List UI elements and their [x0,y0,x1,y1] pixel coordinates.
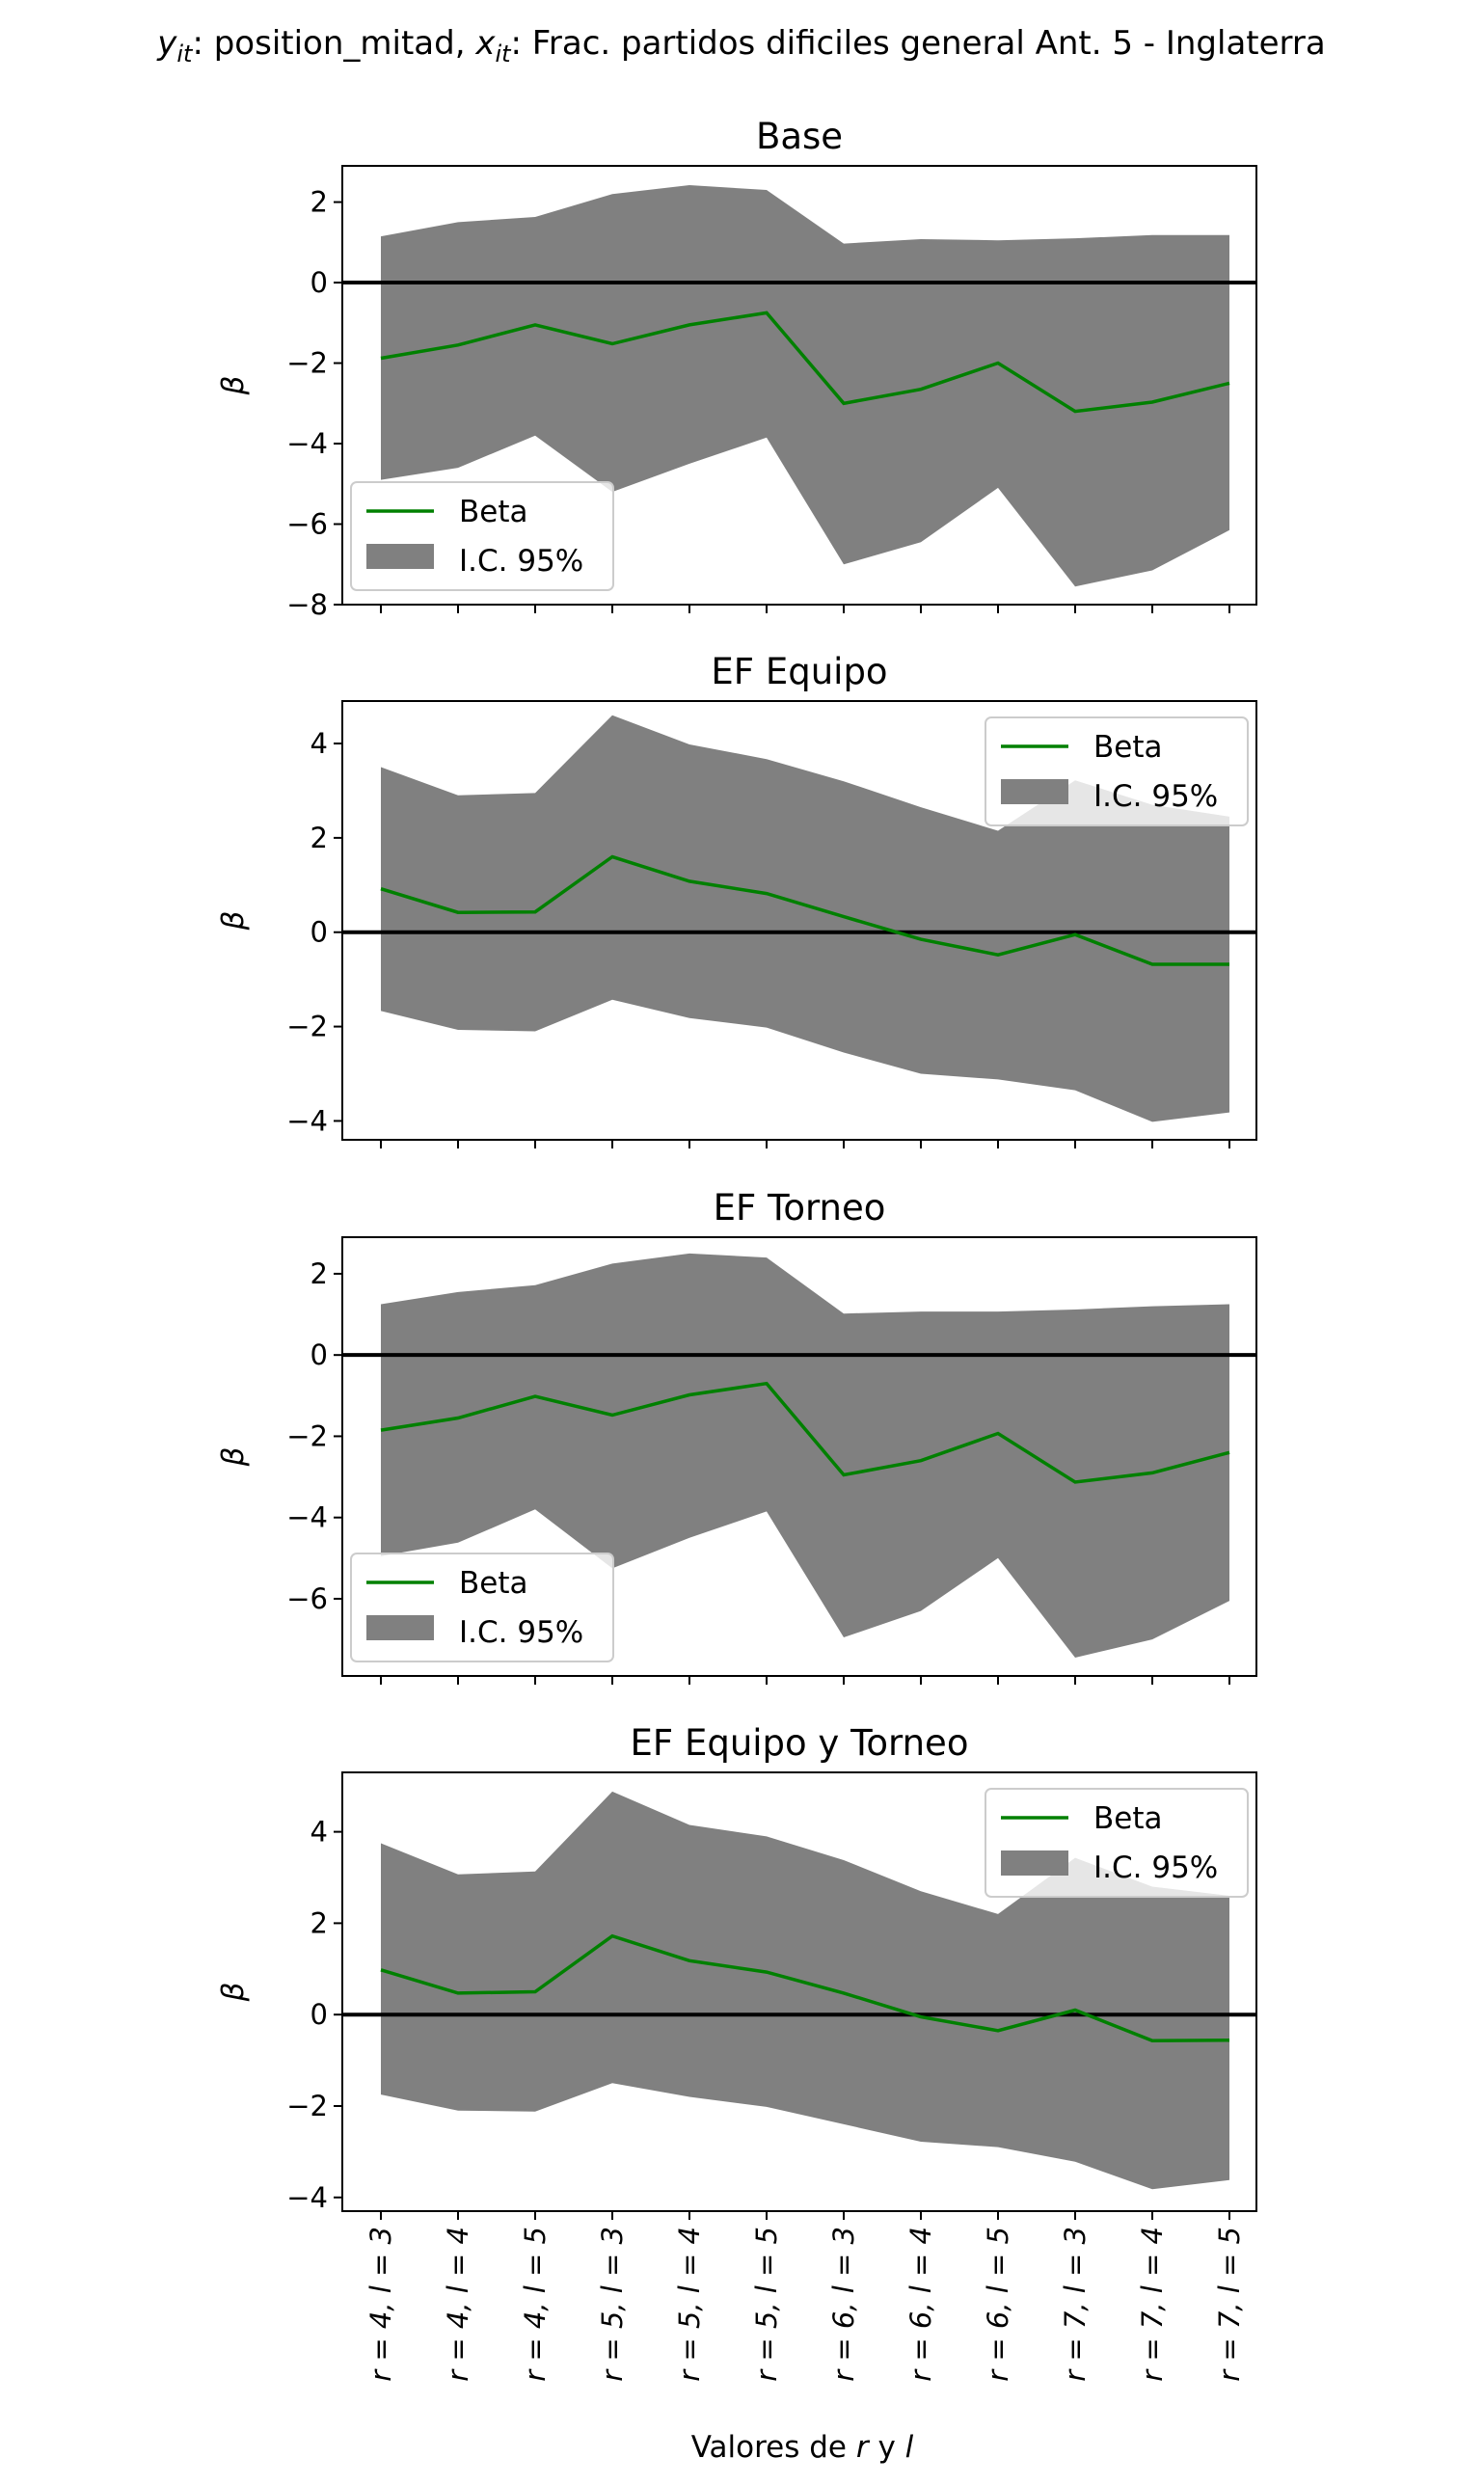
x-axis-label: Valores de r y l [691,2430,914,2465]
y-tick-label: 0 [310,1998,328,2031]
legend-ci-label: I.C. 95% [1093,1850,1218,1885]
y-tick-label: −2 [286,1419,328,1452]
x-tick-label: r = 7, l = 3 [1059,2227,1092,2382]
y-tick-label: 2 [310,1257,328,1290]
y-tick-label: −8 [286,588,328,621]
y-tick-label: −6 [286,1582,328,1615]
plot-area [342,1791,1256,2190]
y-tick-label: −2 [286,347,328,380]
legend-ci-label: I.C. 95% [459,1615,583,1650]
ci-band [381,185,1229,587]
y-axis-label: β [216,1447,251,1468]
beta-line [380,854,1229,966]
y-tick-label: 4 [310,1816,328,1849]
y-tick-label: −2 [286,1011,328,1043]
axes-frame [341,1236,1257,1677]
ci-band [381,715,1229,1122]
x-tick-label: r = 6, l = 4 [904,2227,937,2382]
panel-ef-equipo: EF Equipo −4 −2 0 2 4 β Beta I.C. 95% [216,651,1257,1148]
x-tick-label: r = 5, l = 5 [750,2227,783,2382]
y-tick-label: −4 [286,1501,328,1534]
panel-title: EF Torneo [714,1187,886,1229]
beta-line [380,311,1230,414]
figure-suptitle: yit: position_mitad, xit: Frac. partidos… [156,24,1325,68]
panel-ef-equipo-y-torneo: EF Equipo y Torneo −4 −2 0 2 4 β r = 4, l = 3 r … [216,1722,1257,2382]
panel-title: EF Equipo [711,651,887,692]
x-tick-label: r = 6, l = 5 [982,2227,1014,2382]
axes-frame [341,700,1257,1141]
panel-title: EF Equipo y Torneo [631,1722,969,1764]
plot-area [342,185,1256,587]
beta-line [380,1933,1230,2042]
legend-ci-label: I.C. 95% [1093,779,1218,814]
legend: Beta I.C. 95% [985,716,1249,826]
y-tick-label: 2 [310,822,328,854]
y-tick-label: 2 [310,1906,328,1939]
x-tick-label: r = 4, l = 4 [442,2227,474,2382]
y-tick-label: −4 [286,2181,328,2214]
legend: Beta I.C. 95% [350,481,614,591]
y-tick-label: 0 [310,916,328,949]
legend-beta-label: Beta [1093,1801,1163,1836]
y-tick-label: −4 [286,1104,328,1137]
legend-ci-swatch [366,544,434,569]
legend-ci-swatch [1001,1850,1068,1876]
y-tick-label: −2 [286,2090,328,2122]
y-axis-label: β [216,911,251,932]
legend-ci-label: I.C. 95% [459,544,583,579]
y-tick-label: −6 [286,508,328,541]
y-axis-label: β [216,1983,251,2003]
legend-ci-swatch [366,1615,434,1640]
legend-beta-label: Beta [459,1566,528,1601]
y-tick-label: −4 [286,427,328,460]
legend-ci-swatch [1001,779,1068,804]
x-tick-label: r = 5, l = 3 [596,2227,629,2382]
axes-frame [341,165,1257,606]
panel-ef-torneo: EF Torneo −6 −4 −2 0 2 β Beta I.C. 95% [216,1187,1257,1685]
legend: Beta I.C. 95% [350,1553,614,1662]
y-axis-label: β [216,376,251,396]
legend-beta-label: Beta [459,495,528,529]
plot-area [342,715,1256,1122]
legend: Beta I.C. 95% [985,1788,1249,1898]
x-tick-label: r = 4, l = 3 [364,2227,397,2382]
x-tick-label: r = 4, l = 5 [519,2227,552,2382]
beta-line [380,1381,1230,1484]
y-tick-label: 4 [310,727,328,760]
ci-band [381,1791,1229,2190]
y-tick-label: 0 [310,266,328,299]
axes-frame [341,1771,1257,2212]
panel-base: Base −8 −6 −4 −2 0 2 β Beta I.C. 95% [216,116,1257,621]
legend-beta-label: Beta [1093,730,1163,765]
plot-area [342,1253,1256,1658]
x-tick-label: r = 6, l = 3 [827,2227,860,2382]
y-tick-label: 0 [310,1338,328,1371]
x-tick-label: r = 7, l = 5 [1213,2227,1246,2382]
panel-title: Base [756,116,843,157]
x-tick-label: r = 5, l = 4 [673,2227,706,2382]
y-tick-label: 2 [310,186,328,219]
x-tick-label: r = 7, l = 4 [1136,2227,1169,2382]
